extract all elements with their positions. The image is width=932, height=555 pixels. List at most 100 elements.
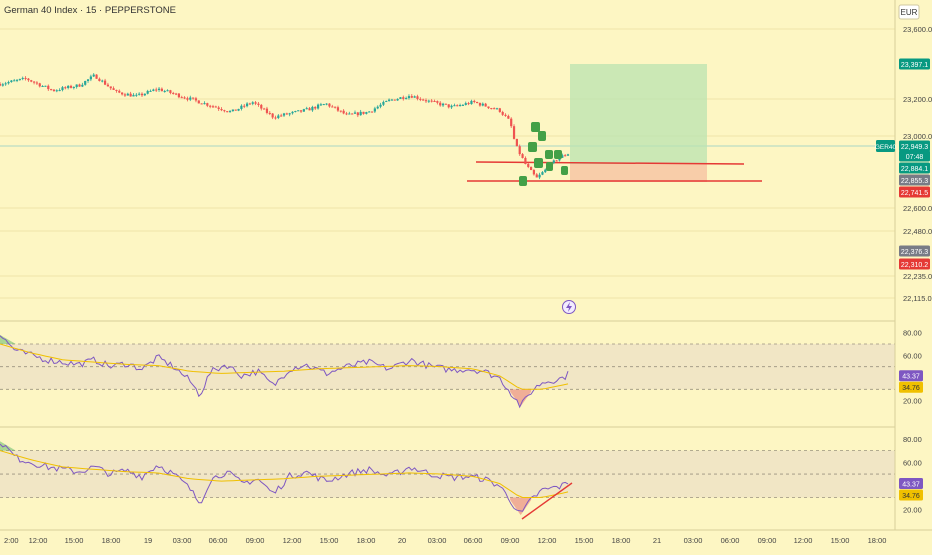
candle: [200, 103, 203, 105]
candle: [478, 102, 482, 107]
currency-button[interactable]: [898, 4, 920, 20]
candle: [64, 86, 67, 90]
time-tick-label: 15:00: [65, 536, 84, 545]
candle: [260, 103, 263, 111]
candle: [322, 103, 325, 106]
candle: [535, 173, 538, 178]
candle: [390, 98, 394, 101]
candle: [564, 154, 567, 157]
candle: [245, 102, 249, 108]
candle: [149, 89, 152, 92]
time-tick-label: 18:00: [868, 536, 887, 545]
candle: [538, 172, 541, 180]
candle: [271, 113, 274, 120]
candle: [561, 153, 564, 159]
candle: [21, 76, 24, 81]
candle: [112, 86, 115, 90]
candle: [566, 153, 570, 156]
time-tick-label: 03:00: [428, 536, 447, 545]
candle: [121, 92, 124, 96]
candle: [157, 86, 161, 92]
price-badge-label: 22,949.3: [901, 144, 928, 151]
candle: [106, 82, 110, 87]
price-badge: 23,397.1: [899, 58, 930, 70]
candle: [32, 81, 36, 85]
price-scale[interactable]: EUR 23,600.0 23,200.0 23,000.0 22,600.0 22,4…: [875, 0, 932, 530]
candle: [552, 159, 555, 165]
grid: [0, 28, 895, 299]
candle: [223, 109, 226, 113]
candle: [177, 93, 181, 99]
candle: [95, 74, 98, 79]
candle: [81, 82, 84, 88]
candle: [433, 99, 436, 102]
candle: [305, 106, 308, 110]
pattern-marker: [519, 176, 527, 186]
candle: [527, 162, 530, 169]
rsi-tick-label: 60.00: [903, 458, 922, 467]
time-tick-label: 06:00: [209, 536, 228, 545]
candle: [132, 93, 135, 97]
price-tick-label: 23,600.0: [903, 25, 932, 34]
candle: [7, 80, 10, 85]
candle: [226, 111, 229, 113]
rsi-oversold-fill: [510, 389, 532, 407]
candle: [211, 104, 215, 109]
candle: [183, 96, 186, 100]
candle: [461, 103, 465, 106]
candle: [243, 104, 246, 109]
candle: [38, 82, 41, 88]
rsi-ma-badge: 34.76: [899, 381, 923, 393]
candle: [325, 103, 328, 106]
candle: [15, 78, 19, 83]
candle: [67, 85, 70, 90]
time-tick-label: 06:00: [721, 536, 740, 545]
candle: [299, 110, 303, 113]
candle: [248, 102, 252, 105]
pattern-markers: [519, 122, 568, 186]
candle: [359, 109, 362, 116]
candle: [490, 107, 493, 110]
candle: [515, 138, 518, 147]
candle: [362, 111, 365, 115]
rsi-overbought-fill: [0, 441, 16, 451]
candle: [348, 111, 351, 115]
candle: [413, 95, 416, 98]
price-badge: 22,741.5: [899, 186, 930, 198]
candle: [155, 87, 158, 93]
candle: [453, 103, 456, 107]
candle: [1, 82, 4, 87]
candle: [291, 111, 294, 115]
candle: [439, 101, 442, 107]
candle: [169, 89, 172, 95]
candle: [316, 103, 320, 110]
candle: [101, 79, 104, 83]
time-tick-label: 20: [398, 536, 406, 545]
candle: [339, 110, 342, 113]
candle: [143, 93, 146, 97]
candle: [419, 97, 422, 102]
candle: [58, 88, 61, 92]
candle: [407, 94, 411, 100]
candle: [373, 106, 376, 113]
candle: [180, 95, 183, 99]
candle: [146, 89, 149, 95]
candle: [396, 98, 399, 101]
time-tick-label: 09:00: [501, 536, 520, 545]
candle: [331, 104, 334, 108]
time-axis[interactable]: 2:00 12:00 15:00 18:00 19 03:00 06:00 09:00 12:0…: [0, 529, 932, 550]
price-tick-label: 22,600.0: [903, 204, 932, 213]
candle: [228, 109, 232, 113]
time-tick-label: 15:00: [575, 536, 594, 545]
candle: [47, 84, 50, 91]
candle: [370, 111, 374, 113]
candle: [160, 87, 163, 92]
candle: [379, 102, 382, 109]
lightning-icon[interactable]: [562, 300, 576, 314]
time-tick-label: 21: [653, 536, 661, 545]
candle: [376, 105, 379, 110]
candle: [4, 81, 7, 86]
price-badge-label: 22,741.5: [901, 190, 928, 197]
